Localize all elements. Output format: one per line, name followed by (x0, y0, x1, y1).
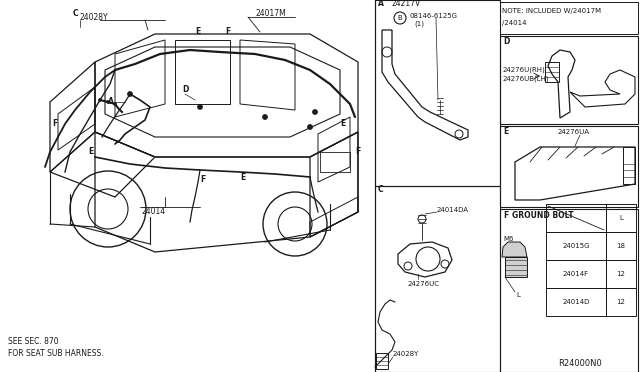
Text: 24217V: 24217V (392, 0, 421, 9)
Text: 12: 12 (616, 299, 625, 305)
Bar (505, 257, 527, 277)
Bar (623, 147, 635, 184)
Circle shape (127, 92, 132, 96)
Text: D: D (503, 38, 509, 46)
Text: M6: M6 (503, 236, 513, 242)
Text: C: C (73, 10, 79, 19)
Text: D: D (182, 86, 188, 94)
Text: 08146-6125G: 08146-6125G (410, 13, 458, 19)
Text: E: E (88, 148, 93, 157)
Bar (500, 2, 638, 34)
Text: 24014DA: 24014DA (437, 207, 469, 213)
Text: F: F (200, 176, 205, 185)
Text: 24276UB(LH): 24276UB(LH) (503, 76, 550, 82)
Bar (500, 36, 638, 124)
Text: 24028Y: 24028Y (80, 13, 109, 22)
Circle shape (307, 125, 312, 129)
Text: NOTE: INCLUDED W/24017M: NOTE: INCLUDED W/24017M (502, 8, 601, 14)
Text: 24028Y: 24028Y (393, 351, 419, 357)
Text: B: B (397, 15, 403, 21)
Circle shape (198, 105, 202, 109)
Bar (546, 232, 606, 260)
Text: E: E (340, 119, 345, 128)
Text: F: F (503, 211, 508, 219)
Bar (376, 353, 388, 369)
Bar (375, 0, 500, 186)
Text: 24276UC: 24276UC (408, 281, 440, 287)
Text: 24014F: 24014F (563, 271, 589, 277)
Text: /24014: /24014 (502, 20, 527, 26)
Text: A: A (108, 97, 114, 106)
Text: SEE SEC. 870: SEE SEC. 870 (8, 337, 59, 346)
Text: E: E (503, 128, 508, 137)
Text: 24276UA: 24276UA (558, 129, 590, 135)
Bar (375, 186, 500, 372)
Bar (546, 260, 606, 288)
Text: F: F (225, 28, 230, 36)
Bar (500, 126, 638, 207)
Text: E: E (240, 173, 245, 182)
Text: L: L (516, 292, 520, 298)
Bar (606, 288, 636, 316)
Text: GROUND BOLT: GROUND BOLT (512, 211, 573, 219)
Polygon shape (502, 242, 527, 257)
Text: 24014D: 24014D (563, 299, 589, 305)
Text: 18: 18 (616, 243, 625, 249)
Bar (500, 209, 638, 372)
Text: 24017M: 24017M (255, 10, 285, 19)
Text: L: L (619, 215, 623, 221)
Text: FOR SEAT SUB HARNESS.: FOR SEAT SUB HARNESS. (8, 350, 104, 359)
Circle shape (106, 100, 109, 103)
Bar (320, 152, 350, 172)
Text: 24015G: 24015G (563, 243, 589, 249)
Text: (1): (1) (414, 21, 424, 27)
Text: 24014: 24014 (142, 208, 166, 217)
Circle shape (113, 103, 116, 106)
Bar (606, 204, 636, 232)
Bar (546, 204, 606, 232)
Text: F: F (355, 148, 360, 157)
Bar (606, 260, 636, 288)
Text: 24276U(RH): 24276U(RH) (503, 67, 546, 73)
Text: 12: 12 (616, 271, 625, 277)
Text: A: A (378, 0, 384, 9)
Text: R24000N0: R24000N0 (558, 359, 602, 369)
Circle shape (312, 109, 317, 115)
Bar (545, 62, 559, 82)
Bar (606, 232, 636, 260)
Text: F: F (52, 119, 57, 128)
Circle shape (99, 99, 102, 102)
Text: C: C (378, 186, 383, 195)
Circle shape (262, 115, 268, 119)
Text: E: E (195, 28, 200, 36)
Bar (546, 288, 606, 316)
